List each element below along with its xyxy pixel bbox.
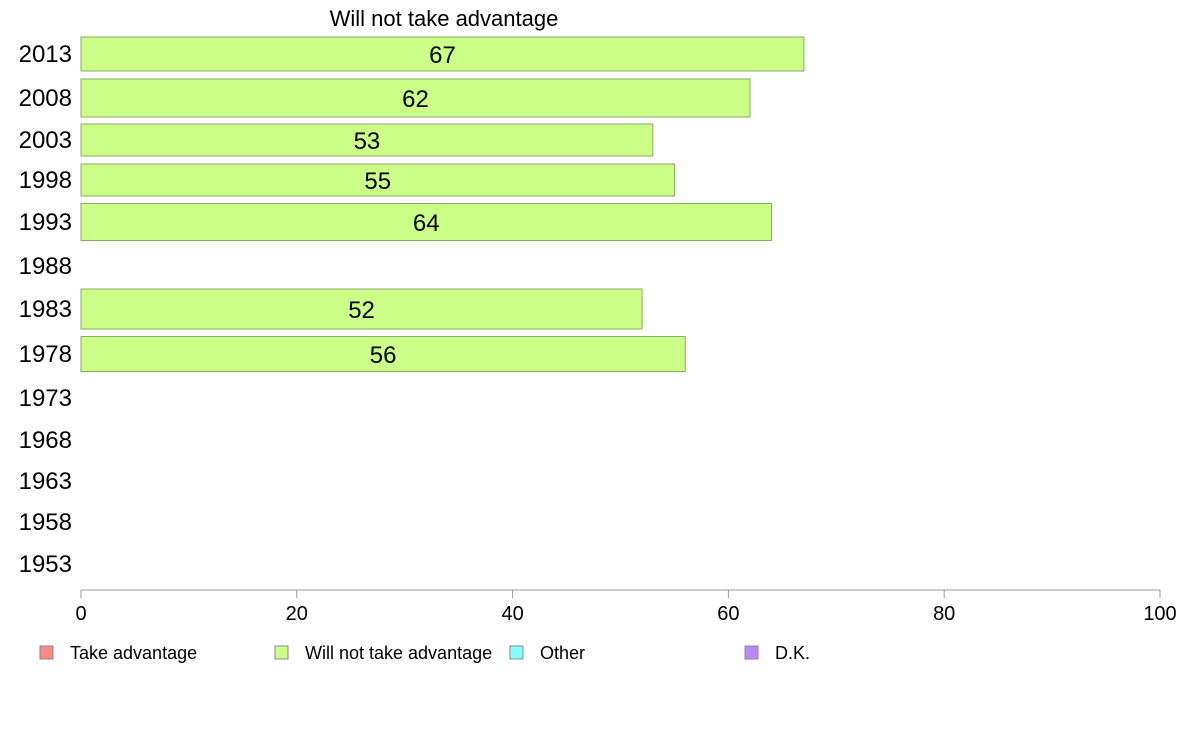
legend-label: Other bbox=[540, 643, 585, 663]
x-tick-label: 80 bbox=[933, 603, 955, 625]
category-label: 1968 bbox=[19, 427, 72, 454]
bar-value-label: 67 bbox=[429, 42, 456, 69]
legend-label: D.K. bbox=[775, 643, 810, 663]
bar-value-label: 55 bbox=[364, 168, 391, 195]
legend-label: Will not take advantage bbox=[305, 643, 492, 663]
category-label: 1998 bbox=[19, 167, 72, 194]
bar bbox=[80, 123, 654, 157]
x-tick-label: 60 bbox=[717, 603, 739, 625]
legend-label: Take advantage bbox=[70, 643, 197, 663]
legend-swatch bbox=[509, 645, 524, 660]
chart-title: Will not take advantage bbox=[330, 6, 559, 31]
legend-swatch bbox=[39, 645, 54, 660]
x-tick-label: 40 bbox=[501, 603, 523, 625]
category-label: 1978 bbox=[19, 341, 72, 368]
bar-value-label: 53 bbox=[354, 128, 381, 155]
x-tick-label: 0 bbox=[75, 603, 86, 625]
x-tick-label: 20 bbox=[286, 603, 308, 625]
bar bbox=[80, 78, 751, 118]
category-label: 1988 bbox=[19, 253, 72, 280]
category-label: 2008 bbox=[19, 85, 72, 112]
category-label: 1953 bbox=[19, 551, 72, 578]
bar bbox=[80, 288, 643, 330]
bar bbox=[80, 163, 675, 197]
bar bbox=[80, 203, 773, 241]
category-label: 1983 bbox=[19, 296, 72, 323]
legend-swatch bbox=[744, 645, 759, 660]
category-label: 2013 bbox=[19, 41, 72, 68]
category-label: 1958 bbox=[19, 509, 72, 536]
bar-value-label: 64 bbox=[413, 210, 440, 237]
bar bbox=[80, 36, 805, 72]
bar-value-label: 62 bbox=[402, 86, 429, 113]
x-tick-label: 100 bbox=[1143, 603, 1176, 625]
category-label: 1993 bbox=[19, 209, 72, 236]
bar-value-label: 56 bbox=[370, 342, 397, 369]
category-label: 1973 bbox=[19, 385, 72, 412]
bar bbox=[80, 336, 686, 372]
category-label: 1963 bbox=[19, 468, 72, 495]
category-label: 2003 bbox=[19, 127, 72, 154]
bar-value-label: 52 bbox=[348, 297, 375, 324]
legend-swatch bbox=[274, 645, 289, 660]
